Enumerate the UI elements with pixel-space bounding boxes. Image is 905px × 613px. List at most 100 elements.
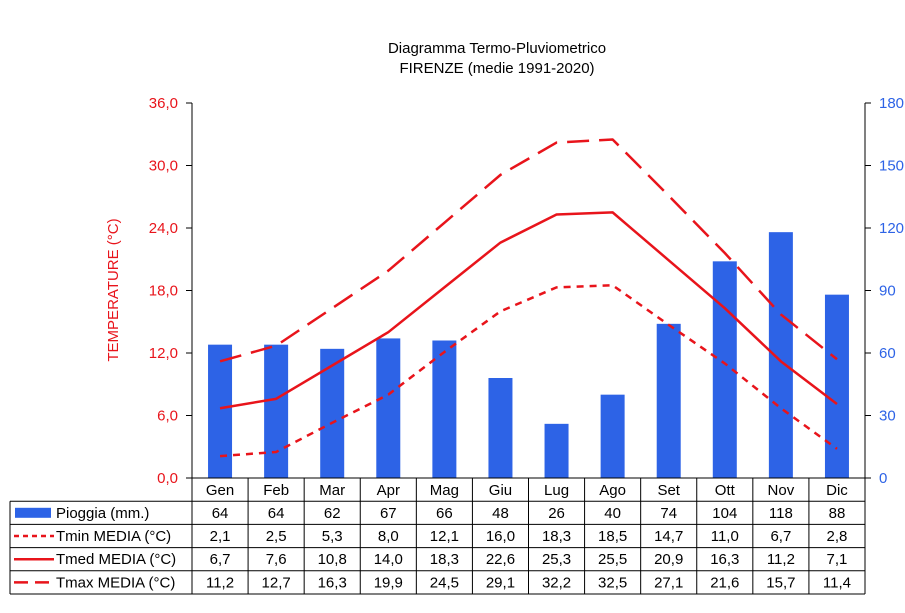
table-cell: 11,2 bbox=[767, 551, 795, 568]
table-cell: 26 bbox=[548, 505, 565, 522]
table-cell: 74 bbox=[660, 505, 677, 522]
table-cell: 32,5 bbox=[598, 574, 627, 591]
table-cell: 104 bbox=[712, 505, 737, 522]
table-cell: 11,0 bbox=[711, 528, 739, 545]
table-cell: 67 bbox=[380, 505, 397, 522]
table-cell: 64 bbox=[212, 505, 229, 522]
right-tick-label: 60 bbox=[879, 345, 896, 362]
right-tick-label: 90 bbox=[879, 283, 896, 300]
rain-bar-mag bbox=[432, 340, 457, 478]
rain-bar-dic bbox=[824, 294, 849, 478]
table-cell: 24,5 bbox=[430, 574, 459, 591]
table-cell: 62 bbox=[324, 505, 341, 522]
legend-label: Pioggia (mm.) bbox=[56, 505, 149, 522]
table-cell: 14,7 bbox=[654, 528, 683, 545]
table-cell: 48 bbox=[492, 505, 509, 522]
table-cell: 20,9 bbox=[654, 551, 683, 568]
legend-label: Tmax MEDIA (°C) bbox=[56, 574, 175, 591]
month-label: Ago bbox=[599, 482, 626, 499]
table-cell: 5,3 bbox=[322, 528, 343, 545]
table-cell: 10,8 bbox=[318, 551, 347, 568]
table-cell: 18,3 bbox=[430, 551, 459, 568]
table-cell: 27,1 bbox=[654, 574, 683, 591]
table-cell: 88 bbox=[829, 505, 846, 522]
table-cell: 21,6 bbox=[710, 574, 739, 591]
table-cell: 19,9 bbox=[374, 574, 403, 591]
table-cell: 11,2 bbox=[206, 574, 234, 591]
month-label: Mar bbox=[319, 482, 345, 499]
rain-bar-feb bbox=[264, 344, 289, 478]
right-tick-label: 30 bbox=[879, 408, 896, 425]
line-dashed-2 bbox=[219, 138, 838, 363]
month-label: Dic bbox=[826, 482, 848, 499]
right-tick-label: 150 bbox=[879, 158, 904, 175]
left-tick-label: 12,0 bbox=[149, 345, 178, 362]
month-label: Mag bbox=[430, 482, 459, 499]
month-label: Set bbox=[657, 482, 680, 499]
table-cell: 12,7 bbox=[262, 574, 291, 591]
left-tick-label: 36,0 bbox=[149, 95, 178, 112]
left-axis-ticks: 0,0 6,0 12,0 18,0 24,0 30,0 36,0 bbox=[149, 95, 192, 487]
table-cell: 12,1 bbox=[430, 528, 459, 545]
table-cell: 22,6 bbox=[486, 551, 515, 568]
table-cell: 16,0 bbox=[486, 528, 515, 545]
right-tick-label: 0 bbox=[879, 470, 887, 487]
left-tick-label: 6,0 bbox=[157, 408, 178, 425]
rain-bar-apr bbox=[376, 338, 401, 478]
month-label: Giu bbox=[489, 482, 512, 499]
table-cell: 7,6 bbox=[266, 551, 287, 568]
table-cell: 25,3 bbox=[542, 551, 571, 568]
table-cell: 66 bbox=[436, 505, 453, 522]
rain-bar-giu bbox=[488, 378, 513, 478]
rain-bars bbox=[208, 232, 849, 478]
month-label: Gen bbox=[206, 482, 234, 499]
table-cell: 118 bbox=[769, 505, 793, 522]
table-cell: 15,7 bbox=[766, 574, 795, 591]
chart-subtitle: FIRENZE (medie 1991-2020) bbox=[399, 60, 594, 77]
month-label: Lug bbox=[544, 482, 569, 499]
table-cell: 2,5 bbox=[266, 528, 287, 545]
table-cell: 18,5 bbox=[598, 528, 627, 545]
table-cell: 7,1 bbox=[827, 551, 848, 568]
rain-bar-mar bbox=[320, 348, 345, 478]
table-cell: 14,0 bbox=[374, 551, 403, 568]
chart-title: Diagramma Termo-Pluviometrico bbox=[388, 40, 606, 57]
line-solid-1 bbox=[219, 211, 838, 410]
right-tick-label: 180 bbox=[879, 95, 904, 112]
legend-label: Tmed MEDIA (°C) bbox=[56, 551, 176, 568]
legend-key-bar bbox=[15, 507, 51, 518]
table-cell: 64 bbox=[268, 505, 285, 522]
table-cell: 2,8 bbox=[827, 528, 848, 545]
rain-bar-lug bbox=[544, 423, 569, 478]
left-tick-label: 18,0 bbox=[149, 283, 178, 300]
month-label: Nov bbox=[768, 482, 795, 499]
table-cell: 6,7 bbox=[210, 551, 231, 568]
table-cell: 6,7 bbox=[770, 528, 791, 545]
table-cell: 8,0 bbox=[378, 528, 399, 545]
rain-bar-set bbox=[656, 323, 681, 478]
month-label: Apr bbox=[377, 482, 400, 499]
month-label: Feb bbox=[263, 482, 289, 499]
month-label: Ott bbox=[715, 482, 736, 499]
right-tick-label: 120 bbox=[879, 220, 904, 237]
table-cell: 32,2 bbox=[542, 574, 571, 591]
table-cell: 2,1 bbox=[210, 528, 231, 545]
table-cell: 25,5 bbox=[598, 551, 627, 568]
data-table: Gen Feb Mar Apr Mag Giu Lug Ago Set Ott Nov Dic Piog… bbox=[9, 477, 866, 595]
right-axis-ticks: 0 30 60 90 120 150 180 bbox=[865, 95, 904, 487]
y-axis-label: TEMPERATURE (°C) bbox=[105, 218, 122, 361]
legend-label: Tmin MEDIA (°C) bbox=[56, 528, 171, 545]
temperature-lines bbox=[219, 138, 838, 458]
table-cell: 29,1 bbox=[486, 574, 515, 591]
line-dotted-0 bbox=[219, 284, 838, 458]
table-cell: 18,3 bbox=[542, 528, 571, 545]
table-cell: 40 bbox=[604, 505, 621, 522]
table-cell: 11,4 bbox=[823, 574, 851, 591]
left-tick-label: 0,0 bbox=[157, 470, 178, 487]
left-tick-label: 30,0 bbox=[149, 158, 178, 175]
rain-bar-ago bbox=[600, 394, 625, 478]
table-cell: 16,3 bbox=[318, 574, 347, 591]
rain-bar-gen bbox=[208, 344, 233, 478]
left-tick-label: 24,0 bbox=[149, 220, 178, 237]
